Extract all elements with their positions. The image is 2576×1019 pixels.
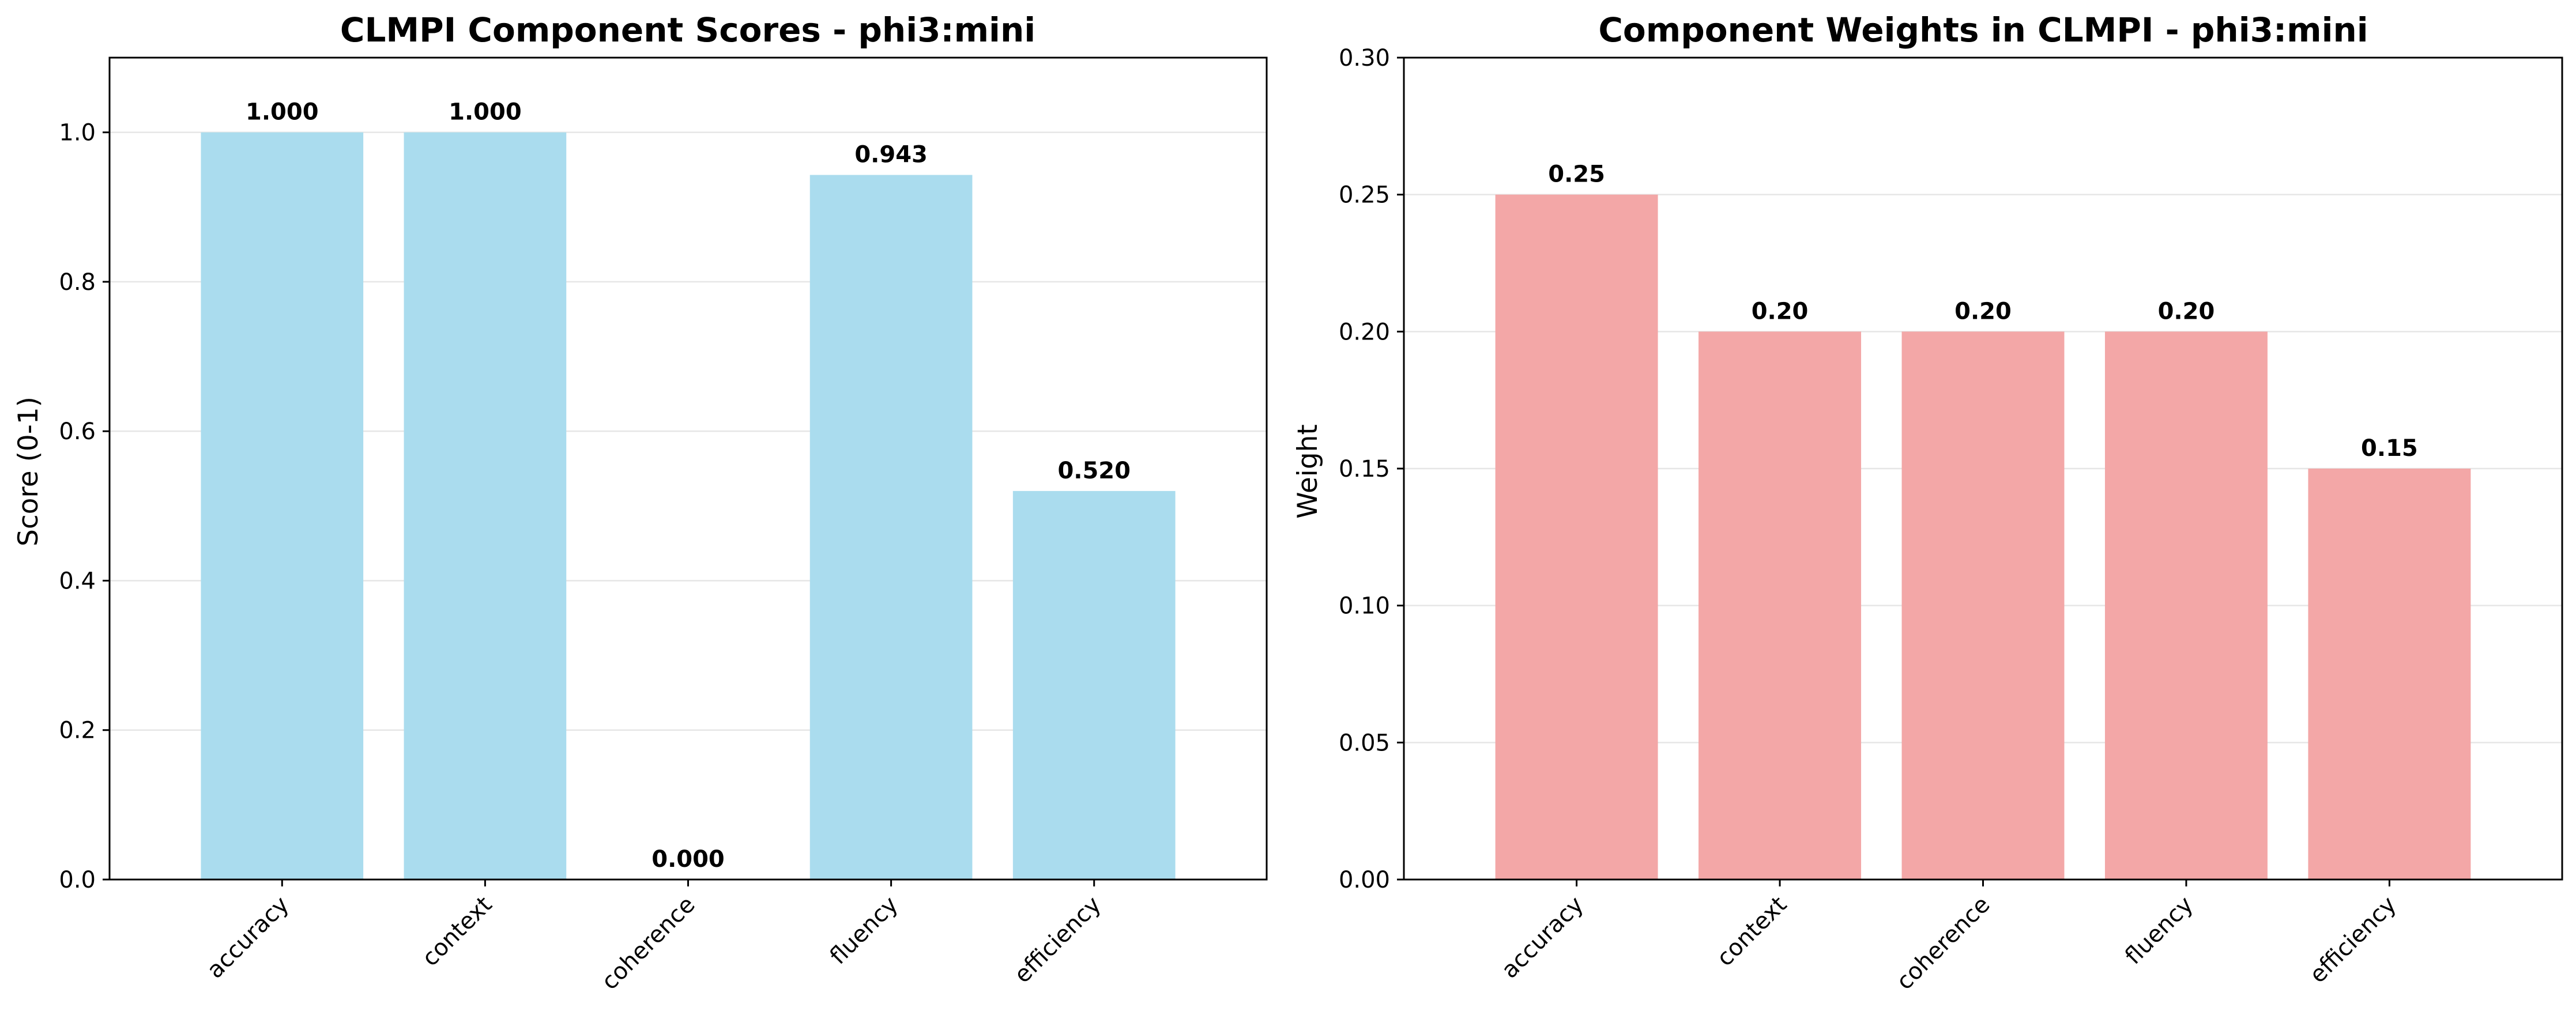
x-tick-label: fluency [2120, 892, 2198, 970]
bars [1495, 194, 2471, 880]
bar-efficiency [1012, 490, 1176, 880]
x-tick-label: efficiency [1009, 892, 1106, 988]
y-tick-label: 0.10 [1339, 593, 1390, 620]
x-tick-label: coherence [1892, 892, 1995, 995]
data-label: 0.20 [1752, 298, 1809, 324]
x-tick-label: accuracy [1497, 892, 1589, 984]
bar-context [404, 132, 567, 880]
bar-fluency [809, 175, 973, 880]
data-label: 1.000 [449, 99, 522, 126]
bar-accuracy [1495, 194, 1658, 880]
chart-title: Component Weights in CLMPI - phi3:mini [1598, 10, 2368, 50]
data-label: 0.25 [1548, 161, 1605, 188]
y-tick-label: 0.6 [59, 418, 96, 445]
y-tick-label: 0.0 [59, 867, 96, 893]
data-label: 0.520 [1057, 458, 1131, 484]
data-label: 0.000 [651, 846, 725, 873]
x-tick-label: context [417, 892, 497, 972]
x-tick-label: context [1712, 892, 1792, 972]
bar-efficiency [2308, 469, 2471, 880]
y-tick-label: 0.05 [1339, 730, 1390, 756]
data-label: 0.20 [1954, 298, 2012, 324]
y-tick-label: 0.2 [59, 718, 96, 744]
x-tick-label: fluency [825, 892, 903, 970]
y-tick-label: 0.30 [1339, 45, 1390, 71]
chart-title: CLMPI Component Scores - phi3:mini [340, 10, 1035, 50]
y-axis-label: Weight [1292, 424, 1324, 519]
y-tick-label: 0.20 [1339, 319, 1390, 345]
bar-context [1698, 331, 1862, 880]
x-tick-label: efficiency [2304, 892, 2401, 988]
scores-chart: CLMPI Component Scores - phi3:mini Score… [13, 10, 1268, 995]
bar-coherence [1901, 331, 2065, 880]
y-axis-label: Score (0-1) [13, 397, 44, 546]
x-tick-label: accuracy [202, 892, 294, 984]
bars [201, 132, 1176, 880]
bar-accuracy [201, 132, 364, 880]
y-tick-label: 0.25 [1339, 182, 1390, 209]
y-tick-label: 0.15 [1339, 456, 1390, 482]
data-label: 0.20 [2158, 298, 2215, 324]
x-tick-label: coherence [597, 892, 701, 995]
y-tick-label: 0.8 [59, 269, 96, 296]
y-tick-label: 0.00 [1339, 867, 1390, 893]
weights-chart: Component Weights in CLMPI - phi3:mini W… [1292, 10, 2563, 995]
y-tick-label: 0.4 [59, 568, 96, 594]
data-label: 1.000 [246, 99, 319, 126]
data-label: 0.15 [2361, 435, 2418, 462]
data-label: 0.943 [854, 142, 928, 168]
y-tick-label: 1.0 [59, 120, 96, 146]
bar-fluency [2104, 331, 2268, 880]
